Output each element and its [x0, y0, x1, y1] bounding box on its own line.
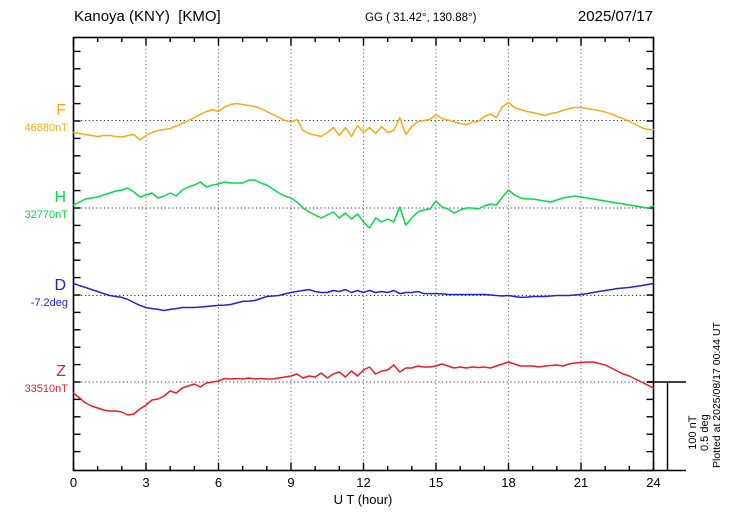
- trace-Z: [72, 361, 655, 416]
- trace-D: [72, 282, 655, 312]
- x-tick-label-3: 3: [142, 475, 150, 490]
- channel-letter-H: H: [54, 189, 66, 206]
- x-tick-label-12: 12: [356, 475, 371, 490]
- x-tick-label-21: 21: [573, 475, 589, 490]
- channel-letter-F: F: [56, 101, 66, 119]
- x-tick-label-0: 0: [69, 475, 78, 490]
- plot-frame: [72, 36, 655, 472]
- plot-date: 2025/07/17: [577, 8, 653, 25]
- scale-bar-nt: 100 nT: [687, 415, 699, 450]
- channel-baseline-Z: 33510nT: [24, 383, 68, 395]
- plotted-at-note: Plotted at 2025/08/17 00:44 UT: [711, 322, 723, 468]
- geographic-coordinates: GG ( 31.42°, 130.88°): [365, 12, 477, 24]
- x-axis-title: U T (hour): [333, 492, 393, 507]
- x-tick-label-15: 15: [428, 475, 444, 490]
- trace-F: [72, 101, 655, 141]
- channel-baseline-F: 46880nT: [24, 121, 68, 134]
- x-tick-label-18: 18: [501, 475, 516, 490]
- trace-H: [72, 179, 655, 229]
- scale-bar-label: 100 nT 0.5 deg: [687, 414, 711, 451]
- channel-letter-D: D: [54, 276, 66, 294]
- scale-bar-deg: 0.5 deg: [699, 414, 711, 451]
- x-tick-label-24: 24: [646, 475, 661, 490]
- x-tick-label-9: 9: [287, 475, 295, 490]
- channel-baseline-H: 32770nT: [24, 209, 68, 221]
- x-tick-label-6: 6: [214, 475, 223, 490]
- channel-baseline-D: -7.2deg: [30, 296, 68, 309]
- station-title: Kanoya (KNY) [KMO]: [74, 8, 221, 25]
- channel-letter-Z: Z: [56, 363, 66, 380]
